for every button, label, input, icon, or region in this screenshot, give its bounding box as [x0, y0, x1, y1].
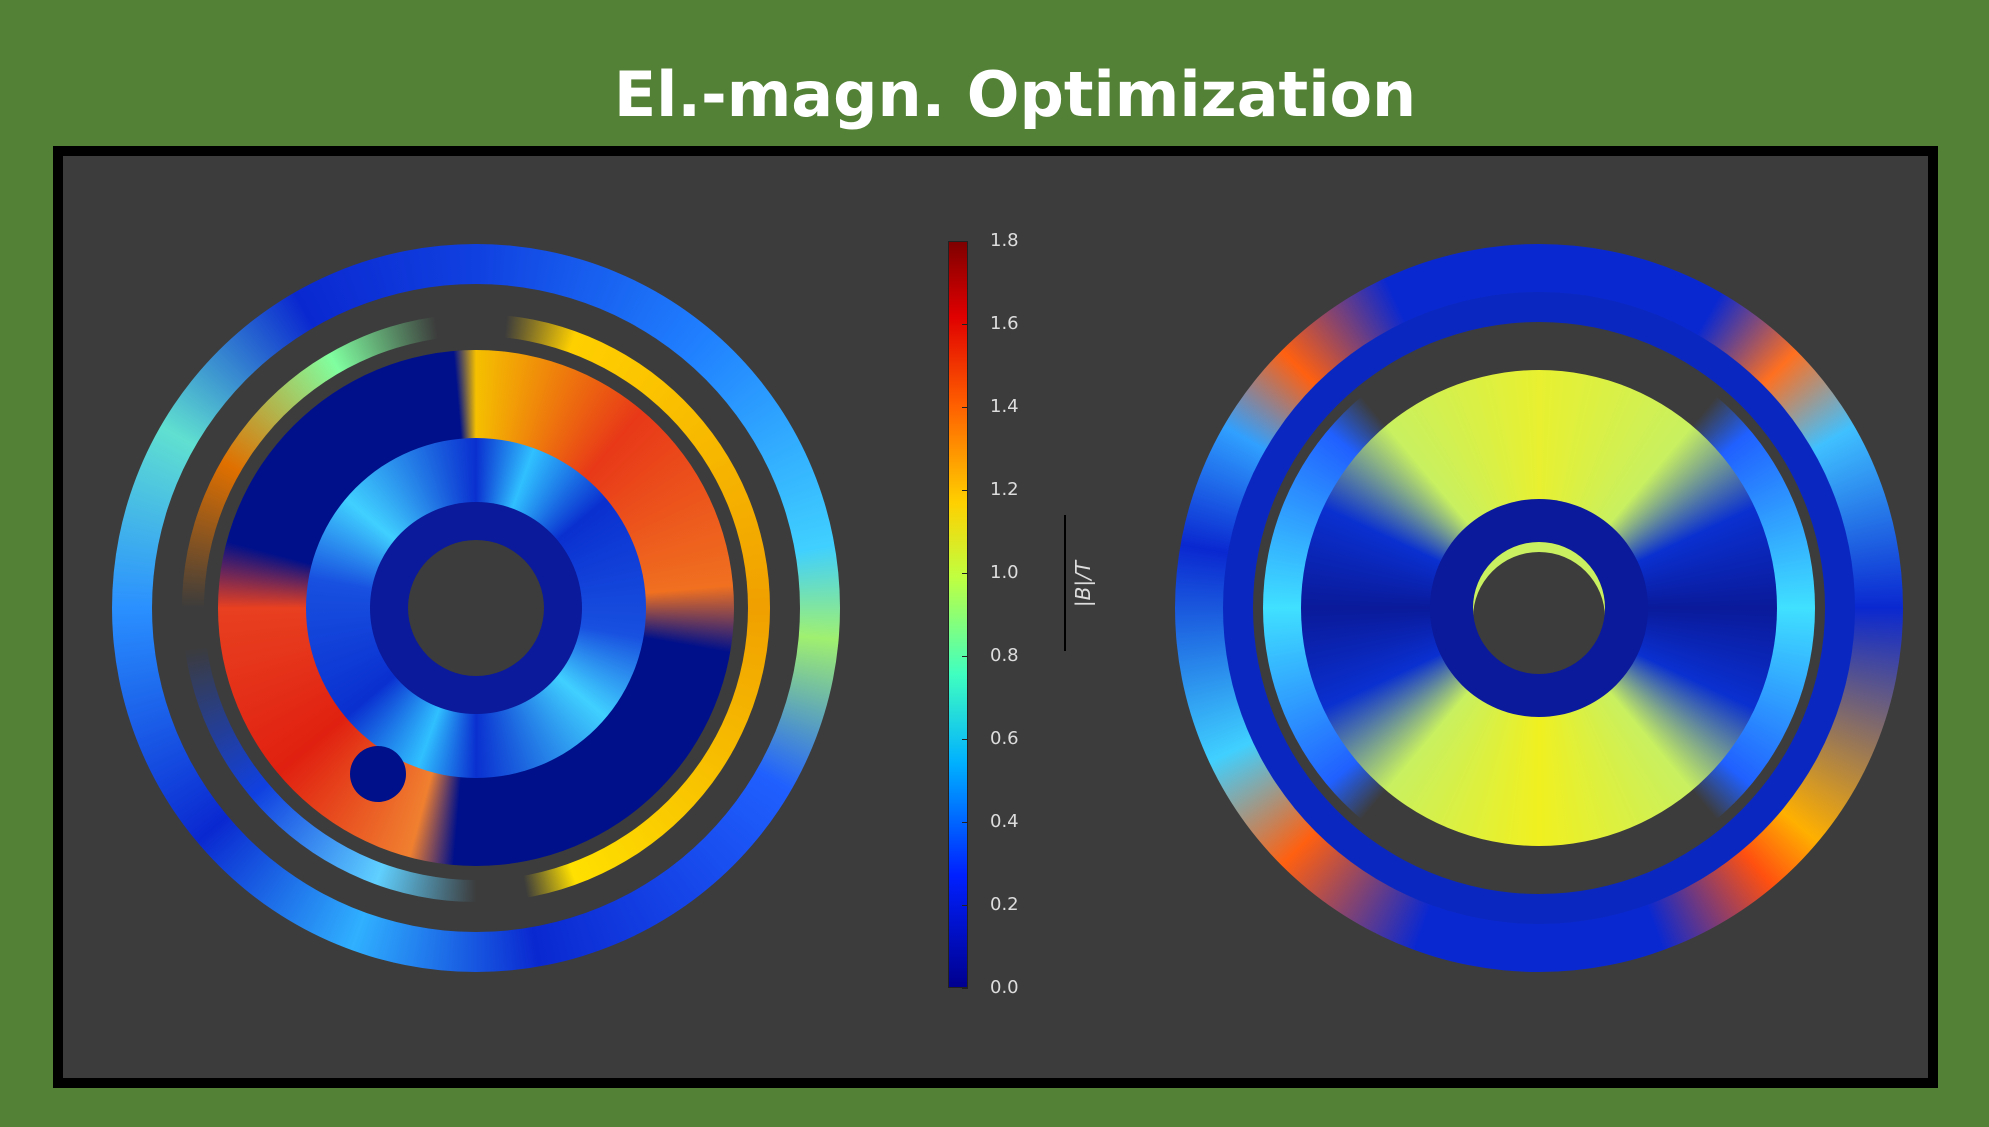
colorbar-tick-label: 1.2 — [990, 479, 1019, 500]
colorbar-tick-label: 0.0 — [990, 977, 1019, 998]
colorbar-tick-label: 0.2 — [990, 894, 1019, 915]
colorbar-tick — [962, 573, 968, 574]
colorbar-tick — [962, 905, 968, 906]
colorbar — [948, 241, 968, 988]
colorbar-tick — [962, 822, 968, 823]
colorbar-tick — [962, 988, 968, 989]
slide-title: El.-magn. Optimization — [613, 58, 1417, 131]
colorbar-tick-label: 0.4 — [990, 811, 1019, 832]
colorbar-tick — [962, 407, 968, 408]
colorbar-tick-label: 1.6 — [990, 313, 1019, 334]
colorbar-tick — [962, 656, 968, 657]
colorbar-tick-label: 0.6 — [990, 728, 1019, 749]
colorbar-tick-label: 0.8 — [990, 645, 1019, 666]
colorbar-tick-label: 1.4 — [990, 396, 1019, 417]
left-bore — [408, 540, 544, 676]
colorbar-arrow — [1064, 515, 1066, 651]
colorbar-tick — [962, 241, 968, 242]
colorbar-tick — [962, 490, 968, 491]
colorbar-tick-label: 1.8 — [990, 230, 1019, 251]
colorbar-tick — [962, 739, 968, 740]
colorbar-tick-label: 1.0 — [990, 562, 1019, 583]
left-hole — [350, 746, 406, 802]
colorbar-tick — [962, 324, 968, 325]
colorbar-label: |B|/T — [1071, 560, 1096, 608]
right-bore — [1473, 542, 1605, 674]
